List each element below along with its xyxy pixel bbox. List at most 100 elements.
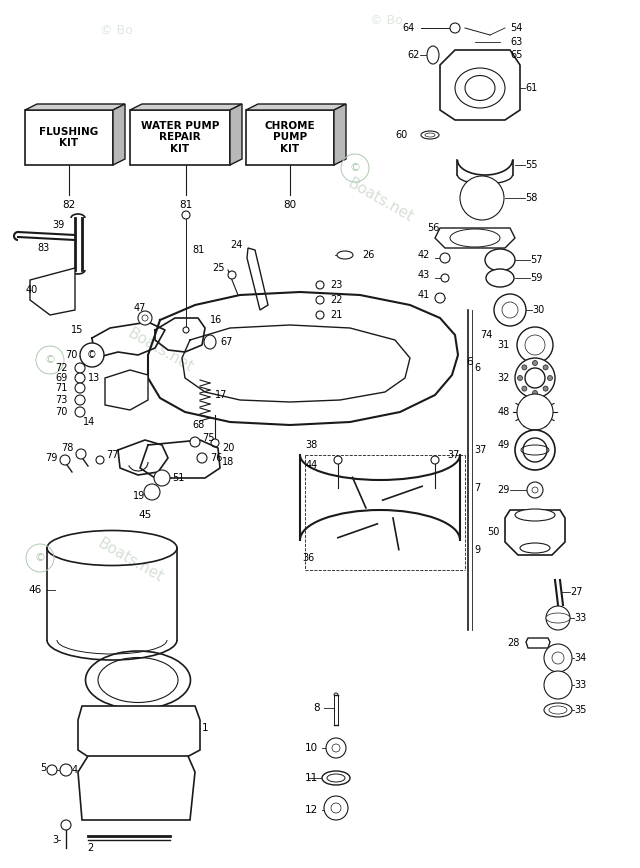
Text: 70: 70 <box>66 350 78 360</box>
Text: 81: 81 <box>192 245 204 255</box>
Text: 77: 77 <box>106 450 118 460</box>
Polygon shape <box>334 104 346 165</box>
Text: 14: 14 <box>83 417 95 427</box>
Circle shape <box>183 327 189 333</box>
Text: 44: 44 <box>306 460 318 470</box>
Text: 54: 54 <box>510 23 522 33</box>
Text: 22: 22 <box>330 295 342 305</box>
Text: 48: 48 <box>498 407 510 417</box>
Ellipse shape <box>549 706 567 714</box>
Ellipse shape <box>485 249 515 271</box>
Text: 79: 79 <box>45 453 58 463</box>
Text: 74: 74 <box>480 330 492 340</box>
Ellipse shape <box>486 269 514 287</box>
Ellipse shape <box>337 251 353 259</box>
Circle shape <box>60 764 72 776</box>
Text: 12: 12 <box>305 805 318 815</box>
Text: 58: 58 <box>525 193 538 203</box>
Text: 59: 59 <box>530 273 542 283</box>
Text: FLUSHING
KIT: FLUSHING KIT <box>40 127 99 148</box>
Circle shape <box>182 211 190 219</box>
Text: 13: 13 <box>88 373 100 383</box>
Text: 36: 36 <box>303 553 315 563</box>
Text: © Bo: © Bo <box>370 14 403 27</box>
Circle shape <box>190 437 200 447</box>
Text: 4: 4 <box>72 765 78 775</box>
Text: 33: 33 <box>574 680 586 690</box>
Text: 33: 33 <box>574 613 586 623</box>
Text: 63: 63 <box>510 37 522 47</box>
Text: 2: 2 <box>87 843 93 853</box>
Text: 30: 30 <box>532 305 544 315</box>
Circle shape <box>517 394 553 430</box>
Text: 23: 23 <box>330 280 342 290</box>
Circle shape <box>435 293 445 303</box>
Text: 71: 71 <box>56 383 68 393</box>
Circle shape <box>142 315 148 321</box>
Ellipse shape <box>327 774 345 782</box>
Circle shape <box>544 671 572 699</box>
Text: 15: 15 <box>70 325 83 335</box>
Text: 76: 76 <box>210 453 222 463</box>
Text: 11: 11 <box>305 773 318 783</box>
Polygon shape <box>78 706 200 758</box>
Text: 21: 21 <box>330 310 342 320</box>
Text: 46: 46 <box>29 585 42 595</box>
Text: 27: 27 <box>570 587 582 597</box>
Circle shape <box>75 383 85 393</box>
Text: 37: 37 <box>447 450 460 460</box>
Circle shape <box>515 430 555 470</box>
Text: 39: 39 <box>52 220 65 230</box>
Text: 16: 16 <box>210 315 222 325</box>
Polygon shape <box>246 104 346 110</box>
Text: 73: 73 <box>56 395 68 405</box>
Circle shape <box>546 606 570 630</box>
Text: 5: 5 <box>40 763 46 773</box>
Text: 8: 8 <box>314 703 320 713</box>
Circle shape <box>522 386 527 391</box>
Circle shape <box>60 455 70 465</box>
Text: 42: 42 <box>418 250 430 260</box>
Circle shape <box>316 311 324 319</box>
Text: 83: 83 <box>38 243 50 253</box>
Text: Boats.net: Boats.net <box>95 536 166 585</box>
Text: 82: 82 <box>62 200 76 210</box>
Circle shape <box>532 391 538 396</box>
Text: 81: 81 <box>179 200 193 210</box>
Circle shape <box>47 765 57 775</box>
Text: 1: 1 <box>202 723 209 733</box>
Text: 17: 17 <box>215 390 227 400</box>
Text: 25: 25 <box>212 263 225 273</box>
Circle shape <box>518 376 522 380</box>
Ellipse shape <box>425 133 435 137</box>
Text: 34: 34 <box>574 653 586 663</box>
Polygon shape <box>25 110 113 165</box>
Text: 38: 38 <box>306 440 318 450</box>
Text: 72: 72 <box>56 363 68 373</box>
Text: 47: 47 <box>134 303 146 313</box>
Text: 20: 20 <box>222 443 234 453</box>
Circle shape <box>75 407 85 417</box>
Text: 78: 78 <box>61 443 74 453</box>
Circle shape <box>543 365 548 370</box>
Text: 56: 56 <box>428 223 440 233</box>
Ellipse shape <box>546 613 570 623</box>
Ellipse shape <box>515 509 555 521</box>
Text: ©: © <box>35 553 45 563</box>
Polygon shape <box>105 370 148 410</box>
Circle shape <box>523 438 547 462</box>
Text: 64: 64 <box>403 23 415 33</box>
Circle shape <box>543 386 548 391</box>
Circle shape <box>515 358 555 398</box>
Text: 31: 31 <box>498 340 510 350</box>
Text: 68: 68 <box>193 420 205 430</box>
Text: 9: 9 <box>474 545 480 555</box>
Text: 55: 55 <box>525 160 538 170</box>
Circle shape <box>80 343 104 367</box>
Circle shape <box>324 796 348 820</box>
Text: 49: 49 <box>498 440 510 450</box>
Text: 28: 28 <box>508 638 520 648</box>
Ellipse shape <box>322 771 350 785</box>
Circle shape <box>211 439 219 447</box>
Ellipse shape <box>544 703 572 717</box>
